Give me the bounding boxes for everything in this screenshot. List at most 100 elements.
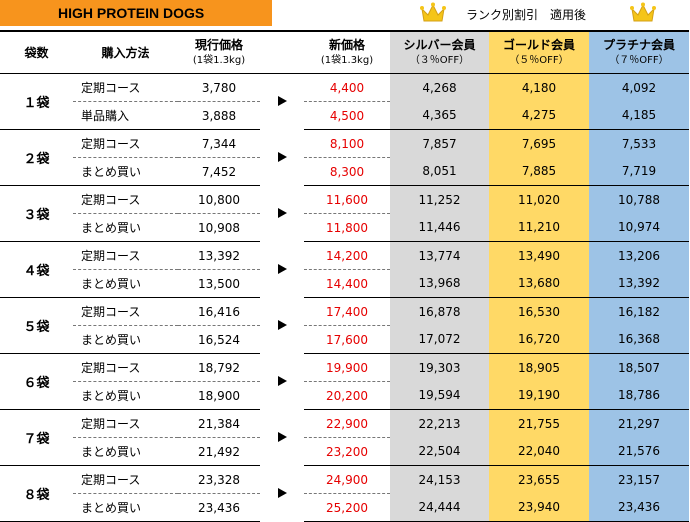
table-row: まとめ買い 21,492 23,200 22,504 22,040 21,576 <box>0 437 689 466</box>
current-price: 23,436 <box>178 493 260 522</box>
current-price: 21,384 <box>178 409 260 438</box>
purchase-method: 定期コース <box>73 297 178 326</box>
arrow-right-icon <box>260 466 304 522</box>
arrow-right-icon-shape <box>277 319 287 330</box>
table-row: まとめ買い 16,524 17,600 17,072 16,720 16,368 <box>0 325 689 354</box>
arrow-right-icon <box>260 298 304 354</box>
table-row: まとめ買い 10,908 11,800 11,446 11,210 10,974 <box>0 213 689 242</box>
silver-price: 11,252 <box>390 185 489 214</box>
current-price: 7,452 <box>178 157 260 186</box>
current-price: 10,800 <box>178 185 260 214</box>
gold-price: 11,210 <box>489 213 589 242</box>
silver-price: 8,051 <box>390 157 489 186</box>
arrow-right-icon <box>260 186 304 242</box>
table-row: １袋 定期コース 3,780 4,400 4,268 4,180 4,092 <box>0 73 689 130</box>
platinum-price: 16,368 <box>589 325 689 354</box>
header-platinum-label: プラチナ会員 <box>602 37 675 52</box>
header-gold: ゴールド会員 （５％OFF） <box>489 30 589 74</box>
current-price: 13,392 <box>178 241 260 270</box>
new-price: 14,200 <box>304 241 390 270</box>
new-price: 20,200 <box>304 381 390 410</box>
discount-note-text: ランク別割引 適用後 <box>466 8 587 22</box>
header-bags: 袋数 <box>0 30 73 74</box>
current-price: 23,328 <box>178 465 260 494</box>
purchase-method: まとめ買い <box>73 325 178 354</box>
bag-count: ５袋 <box>0 297 73 354</box>
arrow-right-icon-shape <box>277 487 287 498</box>
bag-count: ３袋 <box>0 185 73 242</box>
platinum-price: 4,092 <box>589 73 689 102</box>
header-platinum-sub: （７％OFF） <box>609 54 669 66</box>
purchase-method: まとめ買い <box>73 437 178 466</box>
gold-price: 4,180 <box>489 73 589 102</box>
new-price: 8,300 <box>304 157 390 186</box>
new-price: 4,500 <box>304 101 390 130</box>
purchase-method: 定期コース <box>73 185 178 214</box>
platinum-price: 21,297 <box>589 409 689 438</box>
current-price: 16,416 <box>178 297 260 326</box>
header-silver: シルバー会員 （３％OFF） <box>390 30 489 74</box>
silver-price: 13,968 <box>390 269 489 298</box>
platinum-price: 4,185 <box>589 101 689 130</box>
header-method: 購入方法 <box>73 30 178 74</box>
purchase-method: まとめ買い <box>73 269 178 298</box>
gold-price: 11,020 <box>489 185 589 214</box>
table-row: ２袋 定期コース 7,344 8,100 7,857 7,695 7,533 <box>0 129 689 186</box>
current-price: 7,344 <box>178 129 260 158</box>
platinum-price: 7,533 <box>589 129 689 158</box>
bag-count: １袋 <box>0 73 73 130</box>
gold-price: 19,190 <box>489 381 589 410</box>
gold-price: 16,530 <box>489 297 589 326</box>
arrow-right-icon-shape <box>277 375 287 386</box>
current-price: 3,780 <box>178 73 260 102</box>
current-price: 18,792 <box>178 353 260 382</box>
arrow-right-icon-shape <box>277 207 287 218</box>
gold-price: 23,655 <box>489 465 589 494</box>
current-price: 18,900 <box>178 381 260 410</box>
silver-price: 22,213 <box>390 409 489 438</box>
arrow-right-icon <box>260 74 304 130</box>
new-price: 19,900 <box>304 353 390 382</box>
purchase-method: 定期コース <box>73 129 178 158</box>
purchase-method: まとめ買い <box>73 157 178 186</box>
gold-price: 21,755 <box>489 409 589 438</box>
current-price: 16,524 <box>178 325 260 354</box>
purchase-method: まとめ買い <box>73 493 178 522</box>
purchase-method: 定期コース <box>73 73 178 102</box>
table-header-row: 袋数 購入方法 現行価格 (1袋1.3kg) 新価格 (1袋1.3kg) シルバ… <box>0 30 689 74</box>
new-price: 22,900 <box>304 409 390 438</box>
table-row: まとめ買い 13,500 14,400 13,968 13,680 13,392 <box>0 269 689 298</box>
silver-price: 16,878 <box>390 297 489 326</box>
purchase-method: 定期コース <box>73 353 178 382</box>
header-new-price-label: 新価格 <box>328 37 365 52</box>
bag-count: ４袋 <box>0 241 73 298</box>
current-price: 3,888 <box>178 101 260 130</box>
new-price: 25,200 <box>304 493 390 522</box>
new-price: 17,600 <box>304 325 390 354</box>
bag-count: ７袋 <box>0 409 73 466</box>
header-silver-label: シルバー会員 <box>403 37 476 52</box>
silver-price: 24,444 <box>390 493 489 522</box>
new-price: 23,200 <box>304 437 390 466</box>
header-current-price-sub: (1袋1.3kg) <box>192 54 246 66</box>
gold-price: 7,885 <box>489 157 589 186</box>
new-price: 4,400 <box>304 73 390 102</box>
arrow-right-icon <box>260 354 304 410</box>
header-gold-label: ゴールド会員 <box>502 37 575 52</box>
product-title: HIGH PROTEIN DOGS <box>0 0 272 26</box>
crown-icon <box>420 2 446 22</box>
header-new-price: 新価格 (1袋1.3kg) <box>304 30 390 74</box>
table-row: ６袋 定期コース 18,792 19,900 19,303 18,905 18,507 <box>0 353 689 410</box>
silver-price: 4,268 <box>390 73 489 102</box>
platinum-price: 7,719 <box>589 157 689 186</box>
header-current-price-label: 現行価格 <box>194 37 243 52</box>
purchase-method: 単品購入 <box>73 101 178 130</box>
silver-price: 11,446 <box>390 213 489 242</box>
silver-price: 7,857 <box>390 129 489 158</box>
arrow-right-icon-shape <box>277 95 287 106</box>
silver-price: 17,072 <box>390 325 489 354</box>
silver-price: 22,504 <box>390 437 489 466</box>
silver-price: 19,594 <box>390 381 489 410</box>
silver-price: 13,774 <box>390 241 489 270</box>
silver-price: 4,365 <box>390 101 489 130</box>
